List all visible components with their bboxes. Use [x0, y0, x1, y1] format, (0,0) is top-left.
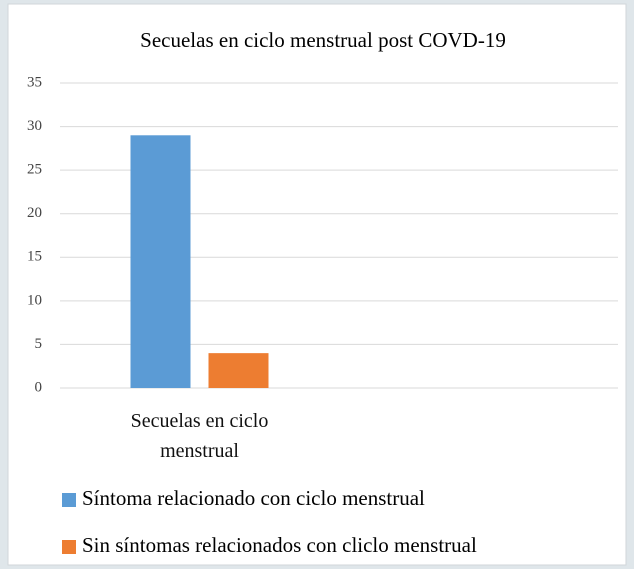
- y-tick-label: 30: [27, 118, 42, 134]
- legend-label: Síntoma relacionado con ciclo menstrual: [82, 486, 425, 510]
- y-tick-label: 5: [35, 336, 43, 352]
- legend-label: Sin síntomas relacionados con cliclo men…: [82, 533, 477, 557]
- legend-swatch: [62, 540, 76, 554]
- x-tick-label: Secuelas en ciclo menstrual: [130, 410, 269, 462]
- y-tick-label: 35: [27, 74, 42, 90]
- chart-title: Secuelas en ciclo menstrual post COVD-19: [140, 28, 506, 52]
- bar: [130, 135, 191, 388]
- chart-background: [7, 3, 627, 566]
- y-tick-label: 20: [27, 205, 42, 221]
- y-tick-label: 10: [27, 292, 42, 308]
- y-tick-label: 0: [35, 379, 43, 395]
- y-tick-label: 15: [27, 249, 42, 265]
- bar: [208, 353, 269, 388]
- legend-swatch: [62, 493, 76, 507]
- y-tick-label: 25: [27, 162, 42, 178]
